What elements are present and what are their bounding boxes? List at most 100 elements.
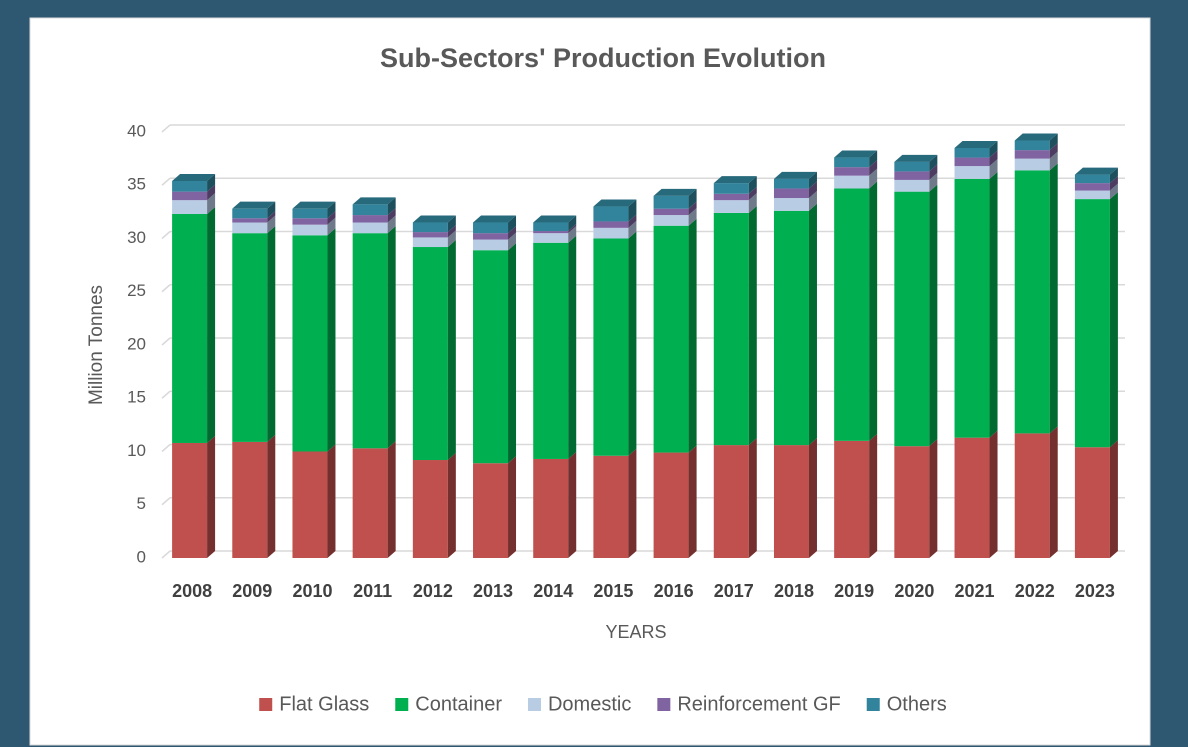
bar-front: [533, 222, 569, 232]
bar-side: [628, 448, 637, 558]
bar-side: [267, 226, 276, 442]
bar-segment: [773, 438, 817, 558]
bar-side: [447, 240, 456, 461]
bar-segment: [894, 154, 938, 172]
bar-side: [869, 160, 878, 176]
bar-segment: [533, 235, 577, 459]
bar-side: [508, 243, 517, 464]
bar-segment: [473, 215, 517, 234]
bar-segment: [894, 172, 938, 192]
bar-side: [628, 220, 637, 239]
bar-side: [989, 140, 998, 158]
legend-swatch: [657, 698, 671, 711]
bar-top: [894, 154, 938, 162]
bar-front: [1074, 190, 1110, 200]
bar-segment: [1074, 440, 1118, 558]
bar-segment: [653, 208, 697, 226]
legend-item: Reinforcement GF: [657, 693, 841, 715]
bar-front: [713, 200, 749, 213]
bar-side: [1109, 183, 1118, 200]
bar-side: [869, 150, 878, 168]
bar-side: [869, 433, 878, 558]
y-tick-label: 10: [127, 441, 146, 460]
bar-side: [1049, 151, 1058, 171]
legend-label: Reinforcement GF: [677, 693, 840, 715]
bar-segment: [1014, 143, 1058, 159]
bar-segment: [954, 430, 998, 558]
bar-segment: [172, 173, 216, 192]
bar-side: [508, 215, 517, 234]
bar-front: [834, 167, 870, 176]
bar-side: [808, 181, 817, 199]
bar-segment: [713, 438, 757, 558]
bar-top: [1014, 133, 1058, 141]
bar-front: [412, 232, 448, 238]
grid-depth: [161, 443, 171, 453]
bar-front: [412, 247, 448, 461]
bar-segment: [713, 186, 757, 201]
bar-side: [387, 226, 396, 449]
bar-segment: [593, 220, 637, 239]
x-tick-label: 2023: [1075, 581, 1115, 601]
bar-front: [533, 231, 569, 234]
bar-front: [773, 188, 809, 199]
legend-swatch: [527, 698, 541, 711]
bar-segment: [653, 445, 697, 558]
bar-segment: [1074, 183, 1118, 200]
bar-side: [628, 199, 637, 222]
bar-front: [894, 191, 930, 447]
bar-front: [352, 222, 388, 234]
legend-item: Others: [866, 693, 947, 715]
bar-side: [447, 453, 456, 558]
bar-front: [1014, 433, 1050, 558]
bar-side: [929, 172, 938, 192]
bar-segment: [834, 168, 878, 189]
y-tick-label: 30: [127, 228, 146, 247]
bar-side: [387, 441, 396, 558]
bar-segment: [593, 231, 637, 456]
bar-segment: [473, 226, 517, 240]
grid-depth: [161, 497, 171, 506]
bar-front: [292, 235, 328, 452]
legend-item: Domestic: [527, 693, 631, 715]
x-tick-label: 2022: [1015, 581, 1055, 601]
bar-side: [508, 232, 517, 251]
bar-side: [387, 208, 396, 223]
bar-segment: [412, 225, 456, 238]
legend-swatch: [395, 698, 409, 711]
bar-front: [292, 451, 328, 558]
bar-side: [207, 193, 216, 215]
bar-side: [387, 197, 396, 216]
bar-segment: [172, 184, 216, 201]
bar-top: [593, 199, 637, 207]
bar-segment: [412, 453, 456, 558]
x-tick-label: 2019: [834, 581, 874, 601]
bar-top: [412, 215, 456, 223]
bar-front: [773, 210, 809, 446]
bar-side: [748, 176, 757, 194]
bar-segment: [172, 207, 216, 443]
bar-front: [653, 452, 689, 558]
bar-front: [1074, 174, 1110, 184]
bar-front: [1014, 170, 1050, 434]
bar-segment: [1074, 192, 1118, 448]
bar-side: [568, 235, 577, 459]
bar-side: [447, 230, 456, 248]
bar-side: [628, 231, 637, 456]
bar-front: [653, 195, 689, 209]
bar-segment: [593, 199, 637, 222]
bar-front: [1014, 150, 1050, 159]
bar-side: [748, 205, 757, 446]
bar-front: [593, 221, 629, 228]
bar-segment: [292, 228, 336, 452]
bar-side: [1109, 176, 1118, 191]
bar-top: [713, 176, 757, 184]
bar-segment: [894, 164, 938, 180]
bar-side: [267, 215, 276, 234]
bar-front: [1014, 158, 1050, 171]
legend-label: Container: [415, 693, 502, 715]
bar-top: [352, 197, 396, 205]
bar-front: [834, 157, 870, 168]
legend-label: Domestic: [548, 693, 631, 715]
